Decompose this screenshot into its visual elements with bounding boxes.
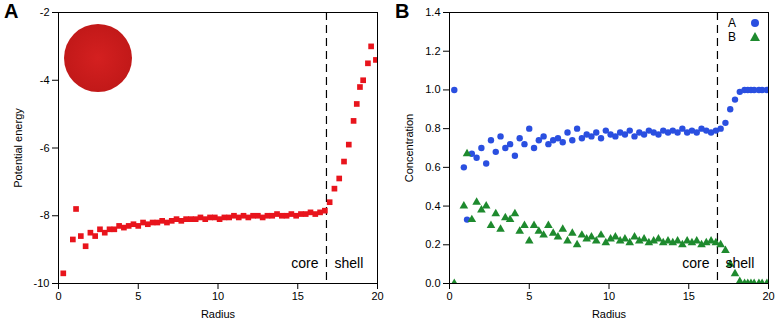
svg-text:5: 5: [526, 290, 532, 302]
svg-text:-4: -4: [40, 74, 50, 86]
svg-text:1.0: 1.0: [425, 83, 440, 95]
svg-text:core: core: [682, 255, 709, 271]
svg-text:shell: shell: [334, 255, 363, 271]
html-text:A: A: [4, 0, 19, 22]
svg-text:0: 0: [446, 290, 452, 302]
svg-text:1.2: 1.2: [425, 45, 440, 57]
svg-text:Concentration: Concentration: [403, 114, 415, 183]
svg-text:Potential energy: Potential energy: [12, 108, 24, 188]
html-text:B: B: [728, 30, 736, 44]
svg-text:-6: -6: [40, 142, 50, 154]
html-text:A: A: [728, 16, 736, 30]
svg-text:Radius: Radius: [592, 308, 627, 320]
svg-text:0.6: 0.6: [425, 161, 440, 173]
svg-text:15: 15: [683, 290, 695, 302]
svg-text:10: 10: [212, 290, 224, 302]
svg-text:0: 0: [55, 290, 61, 302]
svg-text:20: 20: [371, 290, 383, 302]
svg-text:-8: -8: [40, 209, 50, 221]
svg-text:-2: -2: [40, 6, 50, 18]
svg-text:15: 15: [292, 290, 304, 302]
svg-text:0.4: 0.4: [425, 200, 440, 212]
svg-text:20: 20: [762, 290, 774, 302]
svg-text:0.0: 0.0: [425, 277, 440, 289]
svg-text:5: 5: [135, 290, 141, 302]
svg-text:core: core: [291, 255, 318, 271]
svg-text:0.2: 0.2: [425, 238, 440, 250]
svg-text:shell: shell: [725, 255, 754, 271]
svg-text:1.4: 1.4: [425, 6, 440, 18]
svg-text:Radius: Radius: [201, 308, 236, 320]
svg-text:0.8: 0.8: [425, 122, 440, 134]
svg-text:-10: -10: [34, 277, 50, 289]
html-text:B: B: [395, 0, 410, 22]
svg-text:10: 10: [603, 290, 615, 302]
